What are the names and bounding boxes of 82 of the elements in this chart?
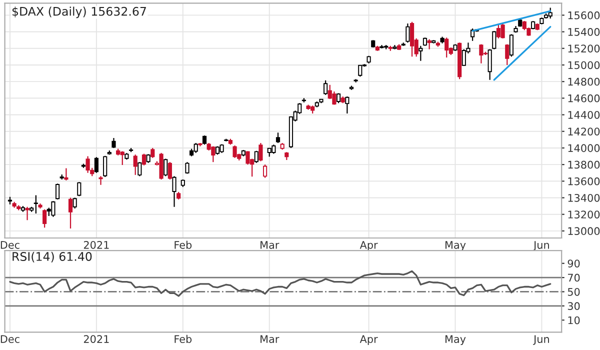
candlestick [51, 200, 56, 218]
x-tick-label: Apr [360, 335, 378, 346]
y-tick-label: 13600 [568, 177, 600, 186]
candlestick [112, 137, 116, 149]
x-tick-label: Mar [260, 335, 280, 343]
candlestick [138, 162, 142, 177]
y-tick-label: 90 [568, 260, 580, 268]
y-tick-label: 15400 [568, 28, 600, 36]
x-tick-label: Feb [174, 334, 192, 343]
candlestick [25, 206, 30, 221]
candlestick [505, 44, 510, 66]
candlestick [276, 132, 280, 144]
y-tick-label: 14000 [568, 144, 600, 152]
candlestick [410, 21, 414, 58]
y-tick-label: 14600 [568, 94, 600, 102]
candlestick [263, 164, 268, 178]
x-tick-label: Dec [0, 335, 20, 343]
candlestick [98, 176, 103, 186]
candlestick [500, 22, 505, 39]
candlestick [232, 144, 237, 158]
candlestick [418, 45, 423, 62]
candlestick [142, 153, 146, 166]
x-tick-label: Jun [533, 241, 549, 251]
candlestick [202, 134, 207, 146]
y-tick-label: 14800 [568, 78, 600, 86]
candlestick [509, 34, 514, 58]
x-tick-label: 2021 [84, 335, 109, 343]
candlestick [168, 162, 172, 180]
y-tick-label: 15000 [568, 61, 600, 70]
candlestick [211, 146, 216, 163]
candlestick [77, 181, 82, 197]
y-tick-label: 50 [568, 288, 580, 296]
x-tick-label: Mar [260, 241, 280, 249]
candlestick [336, 92, 341, 104]
candlestick [444, 37, 449, 58]
candlestick [172, 176, 176, 208]
candlestick [254, 150, 258, 164]
candlestick [94, 156, 98, 174]
candlestick [103, 155, 108, 178]
y-tick-label: 10 [568, 316, 580, 324]
candlestick [164, 158, 168, 177]
chart-title: $DAX (Daily) 15632.67 [12, 6, 146, 18]
candlestick [272, 144, 276, 154]
x-tick-label: Dec [0, 241, 20, 249]
y-tick-label: 30 [568, 302, 580, 310]
candlestick [496, 22, 501, 39]
candlestick [194, 142, 198, 154]
y-tick-label: 14400 [568, 110, 600, 119]
candlestick [34, 194, 38, 214]
line-series [9, 270, 552, 297]
candlestick [86, 156, 90, 174]
x-tick-label: Apr [360, 241, 378, 251]
y-tick-label: 13400 [568, 194, 600, 202]
candlestick [56, 183, 60, 200]
candlestick [258, 142, 263, 162]
y-tick-label: 13800 [568, 160, 600, 169]
candlestick [150, 147, 155, 158]
x-tick-label: 2021 [84, 240, 109, 249]
x-tick-label: Feb [174, 240, 192, 249]
candlestick [488, 48, 492, 80]
x-tick-label: Jun [533, 335, 549, 345]
y-tick-label: 70 [568, 274, 580, 282]
y-tick-label: 13200 [568, 210, 600, 218]
candlestick [479, 44, 484, 64]
candlestick [427, 38, 432, 50]
y-tick-label: 14200 [568, 128, 600, 136]
candlestick [120, 150, 124, 166]
candlestick [406, 22, 410, 44]
candlestick [64, 168, 68, 181]
x-tick-label: May [446, 241, 466, 251]
candlestick [324, 80, 328, 96]
y-tick-label: 13000 [568, 227, 600, 236]
y-tick-label: 15600 [568, 11, 600, 20]
candlestick [42, 208, 47, 228]
candlestick [548, 7, 552, 20]
x-tick-label: May [446, 335, 466, 346]
candlestick [345, 96, 350, 114]
candlestick [68, 197, 73, 230]
candlestick [492, 30, 496, 50]
chart-title: RSI(14) 61.40 [12, 252, 92, 262]
candlestick [133, 154, 138, 176]
y-tick-label: 15200 [568, 44, 600, 52]
